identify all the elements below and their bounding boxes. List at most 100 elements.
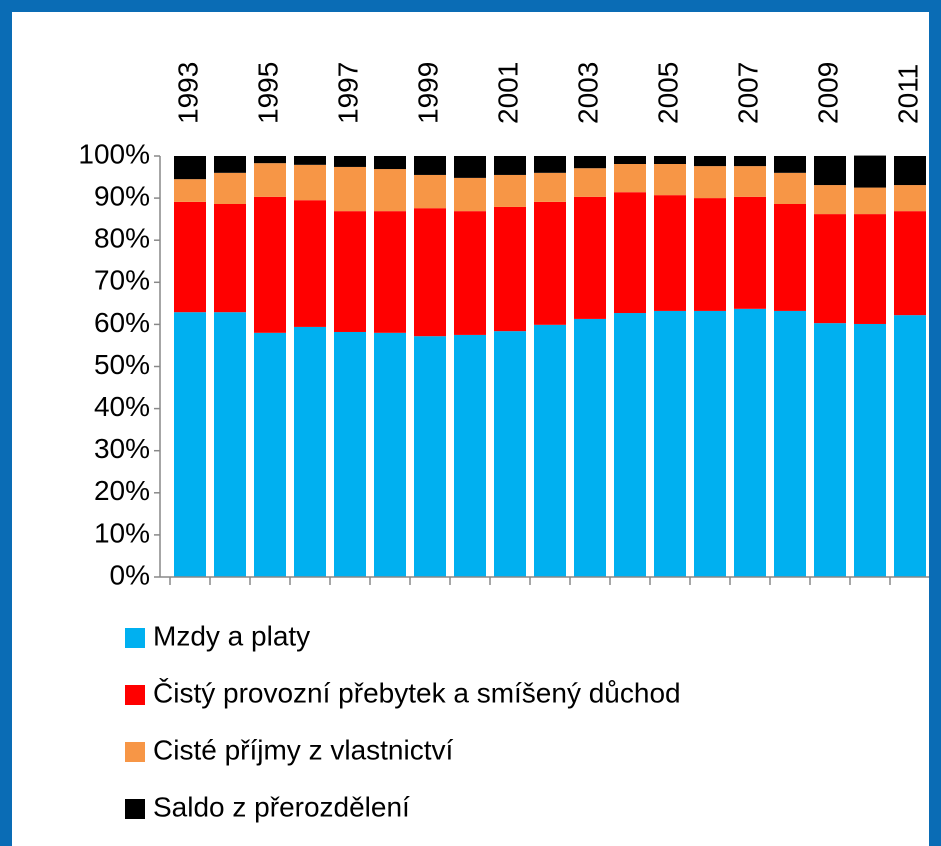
bar-segment [734, 308, 766, 577]
bar-segment [614, 313, 646, 577]
bar-segment [574, 168, 606, 197]
x-tick-label: 1995 [252, 62, 283, 124]
bar-segment [894, 315, 926, 577]
bar-segment [414, 174, 446, 209]
y-tick-label: 20% [94, 475, 150, 506]
legend-label: Mzdy a platy [153, 620, 310, 651]
bar-segment [654, 310, 686, 577]
bar-segment [814, 185, 846, 215]
legend-label: Cisté příjmy z vlastnictví [153, 734, 453, 765]
bar-segment [254, 163, 286, 197]
bar-segment [174, 179, 206, 202]
bar-segment [734, 166, 766, 197]
bar-segment [254, 332, 286, 577]
x-tick-label: 2005 [652, 62, 683, 124]
bar-segment [414, 336, 446, 577]
bar-segment [694, 310, 726, 577]
y-tick-label: 40% [94, 391, 150, 422]
bar-segment [774, 203, 806, 311]
bar-segment [374, 211, 406, 333]
bar-segment [534, 201, 566, 325]
bar-segment [414, 208, 446, 337]
bar-segment [374, 169, 406, 212]
y-tick-label: 70% [94, 265, 150, 296]
bar-segment [614, 192, 646, 314]
x-tick-label: 1993 [172, 62, 203, 124]
bar-segment [534, 156, 566, 173]
bar-segment [494, 206, 526, 332]
bar-segment [694, 198, 726, 311]
bar-segment [814, 156, 846, 186]
bar-segment [494, 156, 526, 175]
bar-segment [534, 172, 566, 202]
bar-segment [294, 326, 326, 577]
x-tick-label: 1999 [412, 62, 443, 124]
bar-segment [174, 201, 206, 313]
x-tick-label: 2007 [732, 62, 763, 124]
bar-segment [254, 196, 286, 333]
bar-segment [654, 163, 686, 196]
bar-segment [854, 187, 886, 215]
bar-segment [294, 200, 326, 327]
bar-segment [334, 211, 366, 332]
bar-segment [694, 166, 726, 199]
legend-swatch [125, 799, 145, 819]
x-tick-label: 1997 [332, 62, 363, 124]
legend-swatch [125, 628, 145, 648]
bar-segment [774, 172, 806, 204]
chart: 0% 10% 20% 30% 40% 50% 60% 70% 80% 90% 100% 1993 199… [12, 12, 929, 846]
bar-segment [854, 214, 886, 324]
bar-segment [254, 156, 286, 164]
bar-segment [494, 331, 526, 577]
bar-segment [334, 331, 366, 577]
x-tick-label: 2011 [892, 64, 923, 124]
bar-segment [214, 203, 246, 313]
x-tick-label: 2009 [812, 62, 843, 124]
bar-segment [694, 156, 726, 167]
bar-segment [454, 211, 486, 335]
y-tick-label: 80% [94, 223, 150, 254]
bar-segment [814, 214, 846, 324]
bar-segment [654, 195, 686, 311]
legend-swatch [125, 685, 145, 705]
bar-segment [374, 156, 406, 170]
bar-segment [454, 156, 486, 178]
bar-segment [174, 156, 206, 180]
bar-segment [294, 164, 326, 201]
bar-segment [454, 334, 486, 577]
x-tick-label: 2001 [492, 62, 523, 124]
legend-label: Čistý provozní přebytek a smíšený důchod [153, 677, 681, 708]
bar-segment [774, 310, 806, 577]
bar-segment [614, 156, 646, 164]
bar-segment [574, 318, 606, 577]
bar-segment [654, 156, 686, 164]
bar-segment [494, 174, 526, 207]
y-tick-label: 30% [94, 433, 150, 464]
legend-swatch [125, 742, 145, 762]
bar-segment [214, 312, 246, 577]
y-tick-label: 90% [94, 180, 150, 211]
bar-segment [334, 166, 366, 212]
bar-segment [414, 156, 446, 175]
bar-segment [574, 196, 606, 319]
legend-label: Saldo z přerozdělení [153, 791, 410, 822]
bar-segment [214, 172, 246, 204]
bar-segment [734, 156, 766, 167]
y-tick-label: 10% [94, 517, 150, 548]
bar-segment [894, 185, 926, 212]
bar-segment [894, 156, 926, 186]
bar-segment [334, 156, 366, 167]
x-tick-label: 2003 [572, 62, 603, 124]
bar-segment [174, 312, 206, 577]
bar-segment [894, 211, 926, 316]
bar-segment [854, 155, 886, 188]
bar-segment [574, 156, 606, 169]
bar-segment [374, 332, 406, 577]
y-tick-label: 100% [78, 138, 150, 169]
bar-segment [814, 323, 846, 577]
bar-segment [774, 156, 806, 173]
bar-segment [454, 177, 486, 212]
bar-segment [534, 324, 566, 577]
bar-segment [734, 196, 766, 309]
